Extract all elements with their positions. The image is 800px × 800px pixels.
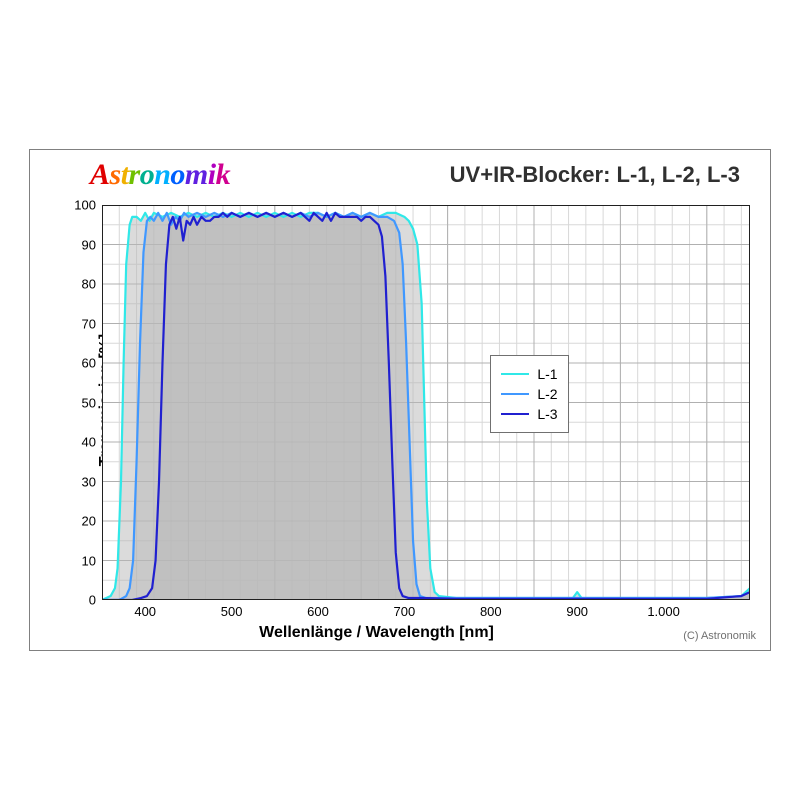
y-tick-label: 40 [82,435,96,450]
y-tick-label: 0 [89,593,96,608]
copyright-text: (C) Astronomik [683,630,756,642]
x-tick-label: 900 [566,604,588,619]
y-tick-label: 10 [82,553,96,568]
chart-title: UV+IR-Blocker: L-1, L-2, L-3 [450,162,740,188]
y-tick-label: 90 [82,237,96,252]
x-tick-label: 700 [394,604,416,619]
x-tick-label: 400 [134,604,156,619]
canvas: Astronomik UV+IR-Blocker: L-1, L-2, L-3 … [0,0,800,800]
y-tick-label: 100 [74,198,96,213]
x-tick-label: 1.000 [647,604,680,619]
chart-frame: Astronomik UV+IR-Blocker: L-1, L-2, L-3 … [29,149,771,651]
legend-swatch [501,373,529,375]
legend-item: L-1 [501,366,557,382]
y-tick-label: 30 [82,474,96,489]
brand-logo: Astronomik [90,158,230,192]
legend-swatch [501,413,529,415]
y-tick-label: 70 [82,316,96,331]
plot-area: L-1L-2L-3 010203040506070809010040050060… [102,205,750,600]
y-tick-label: 60 [82,356,96,371]
legend-item: L-2 [501,386,557,402]
legend-label: L-1 [537,366,557,382]
y-tick-label: 50 [82,395,96,410]
x-axis-label: Wellenlänge / Wavelength [nm] [259,624,494,642]
legend-swatch [501,393,529,395]
legend-box: L-1 L-2 L-3 [490,355,568,433]
legend-item: L-3 [501,406,557,422]
legend-label: L-2 [537,386,557,402]
legend-label: L-3 [537,406,557,422]
y-tick-label: 20 [82,514,96,529]
y-tick-label: 80 [82,277,96,292]
x-tick-label: 800 [480,604,502,619]
x-tick-label: 600 [307,604,329,619]
x-tick-label: 500 [221,604,243,619]
chart-svg [102,205,750,600]
